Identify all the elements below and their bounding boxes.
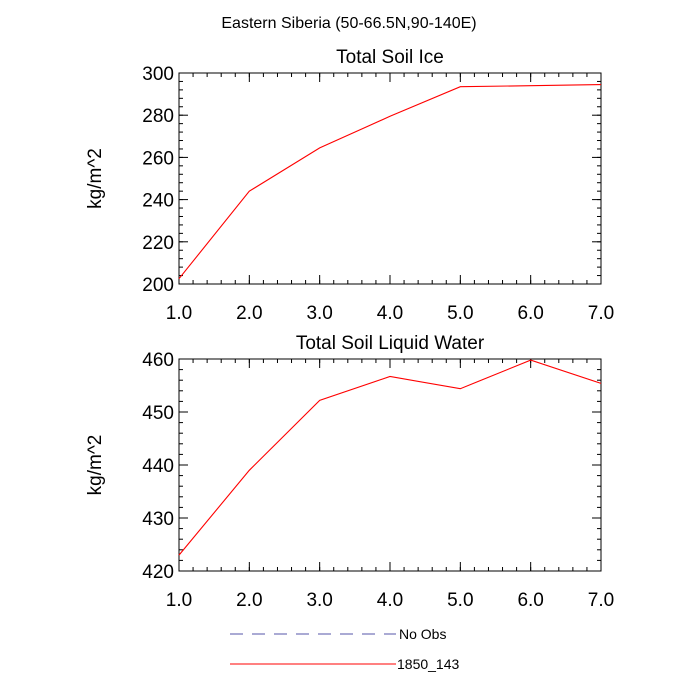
series-line-1850-143 [178, 84, 602, 280]
x-tick-label: 2.0 [236, 590, 262, 611]
chart-title: Total Soil Liquid Water [296, 333, 485, 354]
x-tick-label: 5.0 [447, 303, 473, 324]
figure-title: Eastern Siberia (50-66.5N,90-140E) [221, 15, 476, 32]
y-tick-label: 460 [142, 350, 174, 371]
y-tick-label: 450 [142, 403, 174, 424]
y-tick-label: 280 [142, 106, 174, 127]
series-line-1850-143 [178, 359, 602, 556]
y-tick-label: 240 [142, 191, 174, 212]
y-axis-label: kg/m^2 [85, 435, 106, 496]
chart-total-soil-ice: 200 220 240 260 280 300 1.0 2.0 3.0 4.0 5.0 6.0 7.0 T… [85, 47, 614, 324]
plot-frame [178, 358, 602, 572]
y-tick-label: 430 [142, 509, 174, 530]
x-tick-label: 6.0 [517, 303, 543, 324]
y-tick-label: 260 [142, 148, 174, 169]
y-axis-label: kg/m^2 [85, 148, 106, 209]
x-tick-label: 4.0 [377, 590, 403, 611]
x-tick-label: 4.0 [377, 303, 403, 324]
y-tick-label: 420 [142, 562, 174, 583]
y-tick-label: 300 [142, 64, 174, 85]
legend: No Obs 1850_143 [230, 626, 460, 672]
legend-item-1850-143: 1850_143 [230, 656, 460, 672]
x-tick-label: 2.0 [236, 303, 262, 324]
chart-title: Total Soil Ice [336, 47, 444, 68]
x-tick-label: 5.0 [447, 590, 473, 611]
legend-item-no-obs: No Obs [230, 626, 446, 642]
x-tick-label: 3.0 [306, 590, 332, 611]
legend-label-no-obs: No Obs [399, 626, 446, 642]
x-tick-label: 1.0 [166, 590, 192, 611]
plot-frame [178, 72, 602, 285]
y-tick-label: 440 [142, 456, 174, 477]
legend-label-1850-143: 1850_143 [397, 656, 460, 672]
chart-total-soil-liquid-water: 420 430 440 450 460 1.0 2.0 3.0 4.0 5.0 6.0 7.0 Tota… [85, 333, 614, 611]
y-tick-label: 200 [142, 275, 174, 296]
y-tick-label: 220 [142, 233, 174, 254]
x-tick-label: 7.0 [588, 303, 614, 324]
x-tick-label: 7.0 [588, 590, 614, 611]
x-tick-label: 1.0 [166, 303, 192, 324]
x-tick-label: 6.0 [517, 590, 543, 611]
x-tick-label: 3.0 [306, 303, 332, 324]
